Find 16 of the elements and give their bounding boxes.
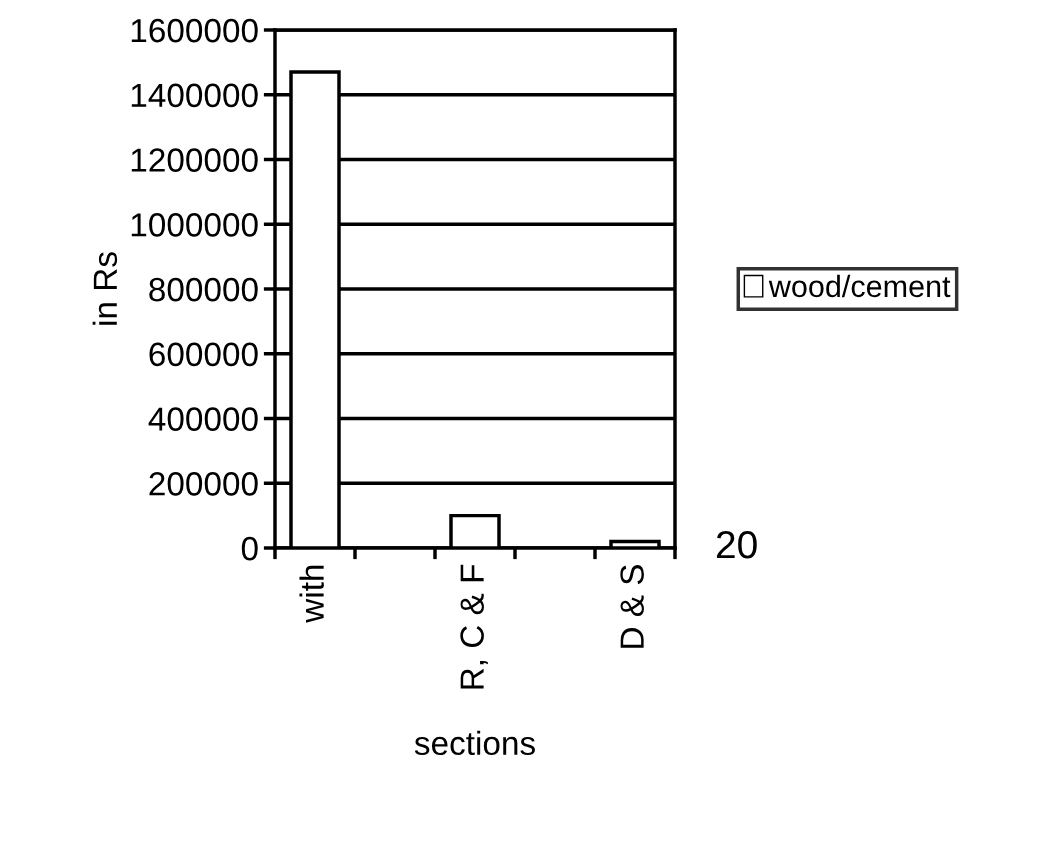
y-axis-title: in Rs xyxy=(92,252,118,325)
y-tick-label: 1600000 xyxy=(131,18,258,43)
y-tick-label: 800000 xyxy=(149,277,258,302)
text: 20 xyxy=(716,530,757,559)
x-tick-label: R, C & F xyxy=(460,564,488,689)
y-tick-label: 200000 xyxy=(149,472,258,496)
y-tick-label: 1400000 xyxy=(131,83,258,108)
legend-label: wood/cement xyxy=(768,274,951,298)
y-tick-label: 1000000 xyxy=(131,213,258,237)
y-tick-label: 600000 xyxy=(149,342,258,367)
x-axis-title: sections xyxy=(414,730,535,756)
x-tick-label: with xyxy=(299,565,324,623)
x-tick-label: D & S xyxy=(620,565,644,648)
y-tick-label: 400000 xyxy=(148,407,258,431)
y-tick-label: 0 xyxy=(241,536,258,561)
y-tick-label: 1200000 xyxy=(131,148,258,172)
